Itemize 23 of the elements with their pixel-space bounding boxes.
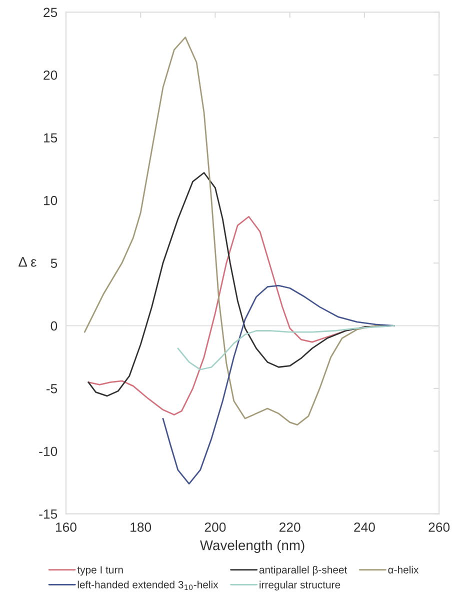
y-tick-label: 20 (44, 70, 58, 80)
y-tick-label: 0 (50, 321, 58, 331)
x-tick-label: 240 (354, 522, 375, 532)
legend-label: left-handed extended 3$_{10}$-helix (78, 580, 218, 590)
legend-label: antiparallel β-sheet (259, 566, 348, 576)
x-tick-label: 180 (130, 522, 152, 532)
y-tick-label: 25 (44, 8, 58, 18)
x-tick-label: 220 (279, 522, 300, 532)
y-tick-label: -15 (39, 510, 58, 519)
x-tick-label: 200 (204, 522, 226, 532)
y-tick-label: 10 (44, 196, 58, 206)
y-tick-label: -5 (46, 384, 58, 394)
y-tick-label: 5 (50, 258, 58, 268)
y-tick-label: -10 (39, 446, 58, 456)
y-tick-label: 15 (44, 133, 58, 143)
line-series (177, 325, 395, 370)
legend-label: irregular structure (260, 580, 340, 590)
x-tick-label: 260 (428, 522, 450, 532)
legend-label: type I turn (77, 566, 123, 576)
x-tick-label: 160 (56, 522, 76, 532)
x-axis-title: Wavelength (nm) (200, 540, 304, 553)
y-axis-title: Δ ε (18, 257, 36, 267)
legend-label: α-helix (388, 566, 419, 574)
